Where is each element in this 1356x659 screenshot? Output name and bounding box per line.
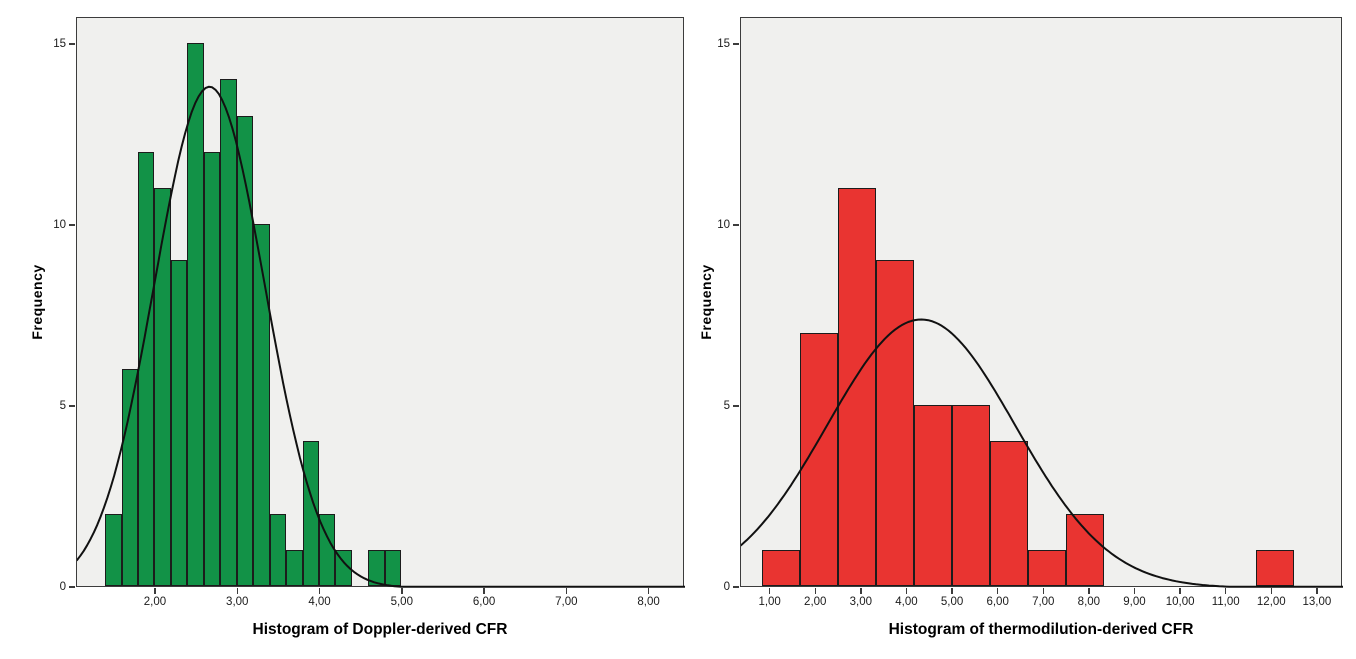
thermodilution-x-tick-label: 7,00 [1032,596,1055,608]
doppler-x-tick-mark [401,588,403,594]
doppler-y-tick-mark [69,224,75,226]
thermodilution-y-tick-label: 0 [723,581,730,593]
thermodilution-x-tick-label: 9,00 [1123,596,1146,608]
doppler-x-tick-label: 8,00 [637,596,660,608]
doppler-y-tick-label: 10 [53,219,66,232]
thermodilution-histogram-bar [761,549,800,586]
thermodilution-x-tick-mark [1042,588,1045,594]
thermodilution-x-tick-mark [905,588,908,594]
thermodilution-y-tick-mark [733,405,739,407]
doppler-x-tick-mark [236,588,238,594]
doppler-x-tick-mark [318,588,321,594]
doppler-x-tick-label: 2,00 [143,596,167,608]
thermodilution-histogram-bar [1027,549,1066,586]
thermodilution-x-tick-label: 13,00 [1302,596,1332,608]
thermodilution-x-tick-mark [860,588,862,594]
thermodilution-x-tick-mark [996,588,999,594]
thermodilution-histogram-bar [989,441,1028,586]
doppler-y-tick-label: 0 [59,581,66,593]
thermodilution-x-tick-label: 11,00 [1211,596,1240,608]
thermodilution-histogram-bar [1065,513,1104,586]
thermodilution-y-tick-label: 5 [723,400,730,413]
thermodilution-x-tick-label: 1,00 [758,596,781,608]
thermodilution-y-tick-label: 10 [717,219,730,232]
thermodilution-histogram-bar [951,405,990,586]
thermodilution-plot-area [740,17,1343,588]
thermodilution-x-tick-mark [768,588,771,594]
thermodilution-x-tick-label: 4,00 [895,596,918,608]
thermodilution-y-axis-title: Frequency [698,264,714,340]
doppler-x-tick-label: 7,00 [555,596,578,608]
thermodilution-x-tick-label: 8,00 [1077,596,1101,608]
thermodilution-histogram-bar [799,332,838,586]
thermodilution-x-tick-label: 10,00 [1165,596,1195,608]
thermodilution-x-tick-mark [1316,588,1318,594]
thermodilution-histogram-bar [1255,549,1294,586]
thermodilution-chart-title: Histogram of thermodilution-derived CFR [888,621,1194,638]
thermodilution-x-tick-mark [1133,588,1136,594]
thermodilution-x-tick-mark [1270,588,1273,594]
doppler-y-tick-mark [69,43,75,45]
doppler-x-tick-mark [154,588,156,594]
thermodilution-x-tick-label: 2,00 [804,596,827,608]
doppler-x-tick-label: 6,00 [472,596,496,608]
thermodilution-y-tick-mark [733,43,739,45]
thermodilution-x-tick-label: 12,00 [1256,596,1286,608]
thermodilution-x-tick-mark [1179,588,1181,594]
doppler-x-tick-label: 3,00 [226,596,249,608]
thermodilution-x-tick-mark [951,588,953,594]
thermodilution-y-tick-mark [733,586,739,588]
thermodilution-y-tick-label: 15 [717,38,730,51]
doppler-x-tick-mark [483,588,485,594]
doppler-plot-area [76,17,685,588]
doppler-x-tick-label: 5,00 [390,596,413,608]
thermodilution-x-tick-mark [814,588,816,594]
thermodilution-x-tick-mark [1224,588,1227,594]
thermodilution-x-tick-label: 6,00 [986,596,1009,608]
thermodilution-x-tick-label: 3,00 [849,596,873,608]
thermodilution-histogram-bar [837,187,876,586]
thermodilution-x-tick-mark [1088,588,1090,594]
doppler-x-tick-mark [565,588,568,594]
thermodilution-y-tick-mark [733,224,739,226]
thermodilution-histogram-bar [875,260,914,586]
doppler-y-tick-mark [69,586,75,588]
doppler-x-tick-mark [647,588,650,594]
doppler-chart-title: Histogram of Doppler-derived CFR [252,621,508,638]
thermodilution-histogram-bar [913,405,952,586]
thermodilution-x-tick-label: 5,00 [940,596,964,608]
doppler-y-tick-mark [69,405,75,407]
doppler-y-tick-label: 15 [53,38,66,51]
doppler-y-tick-label: 5 [59,400,66,413]
doppler-x-tick-label: 4,00 [308,596,331,608]
